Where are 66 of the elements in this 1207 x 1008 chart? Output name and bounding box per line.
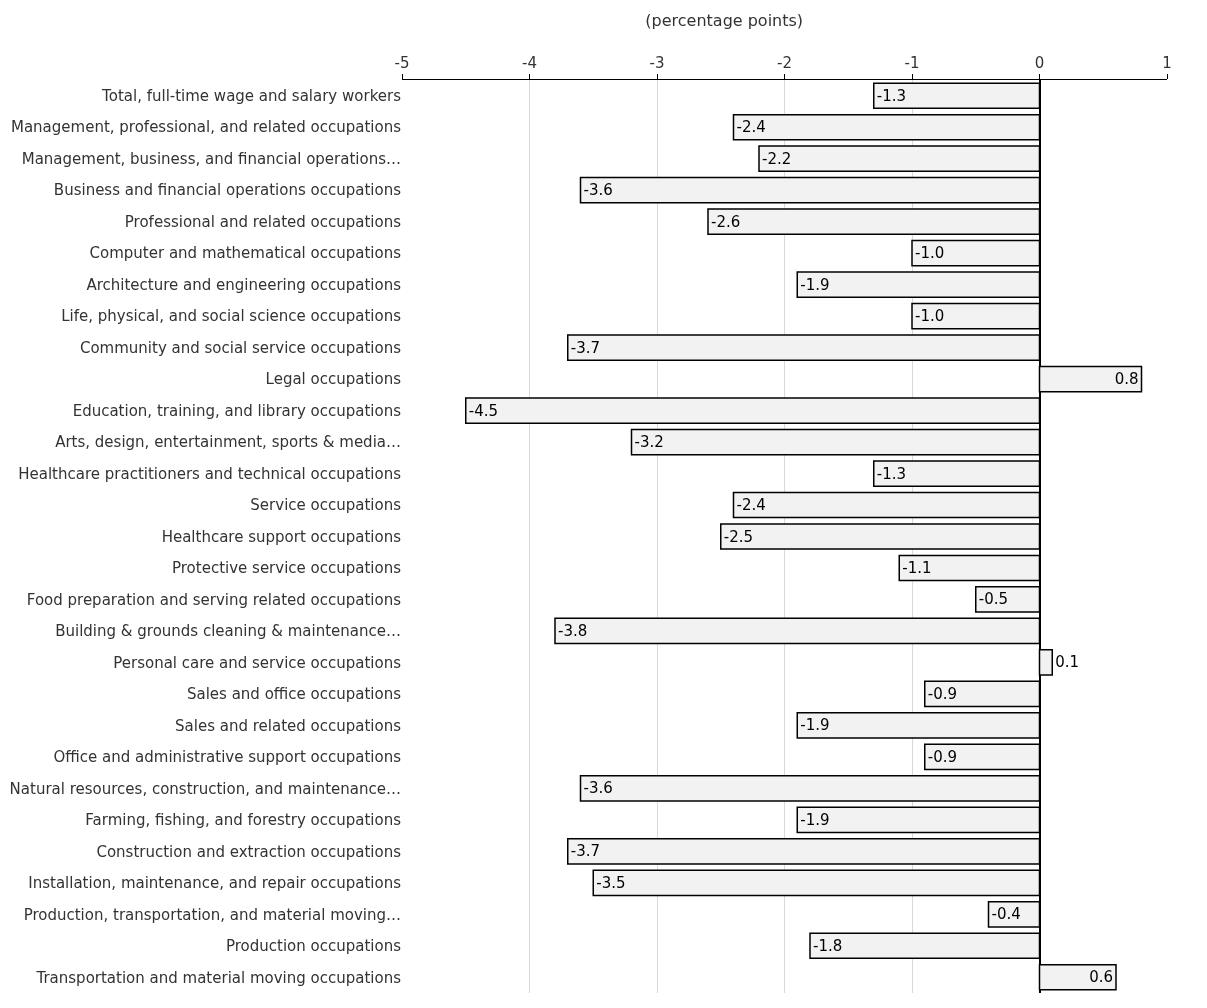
data-label: -2.2 — [762, 149, 792, 168]
data-label: -3.2 — [634, 433, 664, 452]
y-tick-label: Service occupations — [250, 496, 402, 515]
x-tick-label: -4 — [522, 54, 537, 72]
data-label: 0.6 — [1089, 968, 1113, 987]
data-label: -3.7 — [570, 842, 601, 861]
data-label: -2.4 — [736, 118, 766, 137]
y-tick-label: Production occupations — [225, 937, 402, 956]
y-tick-label: Arts, design, entertainment, sports & media… — [55, 433, 401, 452]
data-label: -3.6 — [583, 181, 613, 200]
data-label: -2.5 — [723, 527, 754, 546]
y-tick-label: Transportation and material moving occupations — [35, 968, 402, 987]
y-tick-label: Architecture and engineering occupations — [86, 275, 402, 294]
y-tick-label: Professional and related occupations — [124, 212, 402, 231]
data-label: -1.8 — [813, 936, 843, 955]
y-tick-label: Protective service occupations — [171, 559, 402, 578]
data-label: -0.5 — [978, 590, 1009, 609]
data-label: -1.0 — [915, 307, 945, 326]
y-tick-label: Natural resources, construction, and maintenance… — [9, 779, 401, 798]
y-tick-label: Production, transportation, and material moving… — [23, 905, 401, 924]
y-tick-label: Management, business, and financial operations… — [21, 149, 401, 168]
chart-title: (percentage points) — [645, 11, 804, 31]
data-label: -0.4 — [991, 905, 1021, 924]
data-label: -3.5 — [596, 873, 626, 892]
data-label: -0.9 — [927, 747, 958, 766]
y-tick-label: Computer and mathematical occupations — [89, 244, 402, 263]
y-tick-label: Healthcare practitioners and technical occupations — [18, 464, 402, 483]
y-tick-label: Community and social service occupations — [79, 338, 402, 357]
y-tick-label: Personal care and service occupations — [113, 653, 402, 672]
y-tick-label: Management, professional, and related occupations — [10, 118, 402, 137]
y-tick-label: Farming, fishing, and forestry occupations — [85, 811, 402, 830]
data-label: -1.9 — [800, 716, 830, 735]
x-tick-label: 1 — [1162, 54, 1172, 72]
data-label: -1.1 — [902, 558, 932, 577]
data-label: -2.4 — [736, 496, 766, 515]
data-label: -3.8 — [558, 621, 588, 640]
y-tick-label: Life, physical, and social science occupations — [61, 307, 402, 326]
y-tick-label: Legal occupations — [265, 370, 402, 389]
y-tick-label: Sales and office occupations — [186, 685, 402, 704]
y-tick-label: Business and financial operations occupations — [53, 181, 402, 200]
x-tick-label: -1 — [904, 54, 920, 72]
y-tick-label: Office and administrative support occupations — [53, 748, 402, 767]
y-tick-label: Total, full-time wage and salary workers — [101, 86, 402, 105]
data-label: -1.0 — [915, 244, 945, 263]
y-tick-label: Healthcare support occupations — [161, 527, 402, 546]
y-tick-label: Construction and extraction occupations — [96, 842, 402, 861]
x-tick-label: -5 — [394, 54, 410, 72]
y-tick-label: Education, training, and library occupations — [72, 401, 402, 420]
data-label: -1.9 — [800, 275, 830, 294]
y-tick-label: Sales and related occupations — [175, 716, 402, 735]
x-tick-label: -2 — [777, 54, 792, 72]
data-label: 0.8 — [1114, 370, 1139, 389]
data-label: -1.9 — [800, 810, 830, 829]
x-tick-label: -3 — [649, 54, 665, 72]
x-tick-label: 0 — [1034, 54, 1045, 72]
y-tick-label: Installation, maintenance, and repair occupations — [28, 874, 402, 893]
y-tick-label: Building & grounds cleaning & maintenance… — [55, 622, 401, 641]
data-label: 0.1 — [1055, 653, 1080, 672]
data-label: -1.3 — [876, 86, 907, 105]
data-label: -1.3 — [876, 464, 907, 483]
y-tick-label: Food preparation and serving related occupations — [26, 590, 402, 609]
data-label: -0.9 — [927, 684, 958, 703]
data-label: -2.6 — [711, 212, 741, 231]
data-label: -3.7 — [570, 338, 601, 357]
data-label: -4.5 — [468, 401, 499, 420]
data-label: -3.6 — [583, 779, 613, 798]
